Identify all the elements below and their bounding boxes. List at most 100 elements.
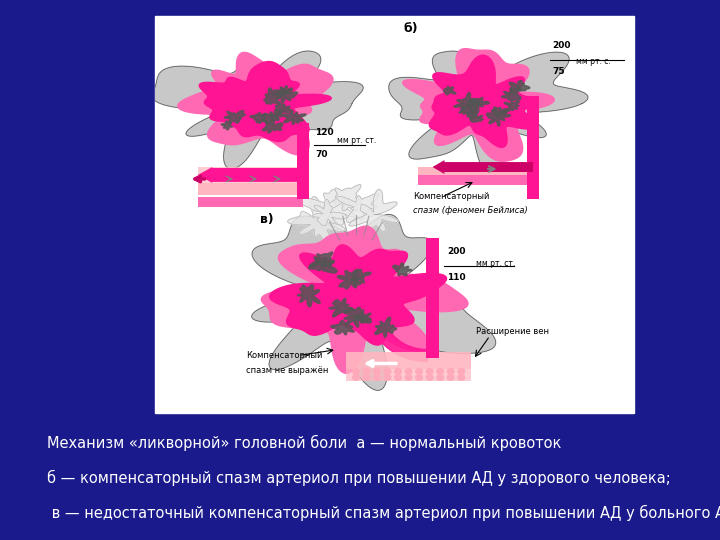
Bar xyxy=(418,167,533,175)
Text: спазм не выражён: спазм не выражён xyxy=(246,367,328,375)
Polygon shape xyxy=(487,110,510,126)
Polygon shape xyxy=(429,55,536,147)
Bar xyxy=(155,16,634,413)
Polygon shape xyxy=(296,190,355,225)
Bar xyxy=(346,369,471,381)
Polygon shape xyxy=(221,121,233,130)
Circle shape xyxy=(437,369,444,374)
Circle shape xyxy=(374,369,380,374)
Polygon shape xyxy=(459,104,476,114)
Text: 200: 200 xyxy=(552,41,571,50)
Text: Механизм «ликворной» головной боли  а — нормальный кровоток: Механизм «ликворной» головной боли а — н… xyxy=(47,435,561,451)
Text: мм рт. с.: мм рт. с. xyxy=(576,57,611,66)
Circle shape xyxy=(405,375,412,380)
Polygon shape xyxy=(509,80,530,93)
Polygon shape xyxy=(492,107,508,117)
Bar xyxy=(198,167,303,185)
Circle shape xyxy=(395,369,401,374)
Circle shape xyxy=(363,369,370,374)
Polygon shape xyxy=(279,86,290,96)
Polygon shape xyxy=(276,104,293,115)
Polygon shape xyxy=(338,269,361,289)
Polygon shape xyxy=(329,299,354,317)
Bar xyxy=(527,96,539,199)
FancyArrow shape xyxy=(433,160,533,174)
Polygon shape xyxy=(312,199,347,226)
Circle shape xyxy=(426,369,433,374)
Circle shape xyxy=(384,369,391,374)
Polygon shape xyxy=(270,245,446,345)
Polygon shape xyxy=(178,52,333,155)
Polygon shape xyxy=(349,190,398,232)
Text: 70: 70 xyxy=(315,150,328,159)
Polygon shape xyxy=(444,86,456,95)
Bar xyxy=(346,352,471,369)
Polygon shape xyxy=(152,51,363,169)
Polygon shape xyxy=(269,110,284,120)
Bar xyxy=(198,197,303,207)
Circle shape xyxy=(458,375,464,380)
Polygon shape xyxy=(466,110,477,119)
Polygon shape xyxy=(323,185,361,211)
Circle shape xyxy=(405,369,412,374)
Text: Компенсаторный: Компенсаторный xyxy=(246,350,322,360)
Polygon shape xyxy=(310,252,333,267)
Polygon shape xyxy=(402,49,554,161)
Polygon shape xyxy=(454,92,480,111)
Circle shape xyxy=(374,375,380,380)
Text: спазм (феномен Бейлиса): спазм (феномен Бейлиса) xyxy=(413,206,528,215)
Polygon shape xyxy=(297,285,320,307)
Polygon shape xyxy=(252,214,496,390)
Polygon shape xyxy=(283,112,306,125)
Polygon shape xyxy=(354,313,372,323)
Text: Расширение вен: Расширение вен xyxy=(476,327,549,336)
Text: Компенсаторный: Компенсаторный xyxy=(413,192,490,201)
Circle shape xyxy=(415,375,423,380)
Polygon shape xyxy=(337,193,379,222)
Circle shape xyxy=(353,369,359,374)
Polygon shape xyxy=(469,114,483,122)
Polygon shape xyxy=(468,98,490,113)
Text: б — компенсаторный спазм артериол при повышении АД у здорового человека;: б — компенсаторный спазм артериол при по… xyxy=(47,470,670,486)
Polygon shape xyxy=(375,317,397,338)
Text: 75: 75 xyxy=(552,67,564,76)
Text: мм рт. ст.: мм рт. ст. xyxy=(476,259,515,268)
Polygon shape xyxy=(392,263,412,276)
Polygon shape xyxy=(272,88,297,103)
Circle shape xyxy=(363,375,370,380)
Polygon shape xyxy=(502,87,521,101)
Circle shape xyxy=(437,375,444,380)
Polygon shape xyxy=(261,226,468,373)
Polygon shape xyxy=(467,98,481,109)
Circle shape xyxy=(447,375,454,380)
Circle shape xyxy=(395,375,401,380)
Circle shape xyxy=(353,375,359,380)
Text: 110: 110 xyxy=(447,273,466,282)
FancyArrow shape xyxy=(198,167,303,183)
Polygon shape xyxy=(287,197,346,245)
Polygon shape xyxy=(261,112,279,123)
Polygon shape xyxy=(389,51,588,178)
Polygon shape xyxy=(330,320,354,335)
Polygon shape xyxy=(309,257,337,273)
Circle shape xyxy=(447,369,454,374)
Bar xyxy=(426,239,439,357)
Text: в): в) xyxy=(260,213,274,226)
Circle shape xyxy=(426,375,433,380)
Polygon shape xyxy=(351,269,371,285)
Text: в — недостаточный компенсаторный спазм артериол при повышении АД у больного АГ: в — недостаточный компенсаторный спазм а… xyxy=(47,505,720,521)
Circle shape xyxy=(415,369,423,374)
Polygon shape xyxy=(199,62,331,141)
Text: мм рт. ст.: мм рт. ст. xyxy=(337,136,376,145)
Text: б): б) xyxy=(404,22,418,35)
Bar xyxy=(198,183,303,195)
Bar xyxy=(297,123,309,199)
Polygon shape xyxy=(264,88,281,104)
Polygon shape xyxy=(344,307,372,327)
Polygon shape xyxy=(504,101,519,111)
Polygon shape xyxy=(224,111,246,123)
Circle shape xyxy=(458,369,464,374)
Polygon shape xyxy=(263,119,283,133)
Bar xyxy=(418,175,533,185)
Text: 120: 120 xyxy=(315,129,334,137)
